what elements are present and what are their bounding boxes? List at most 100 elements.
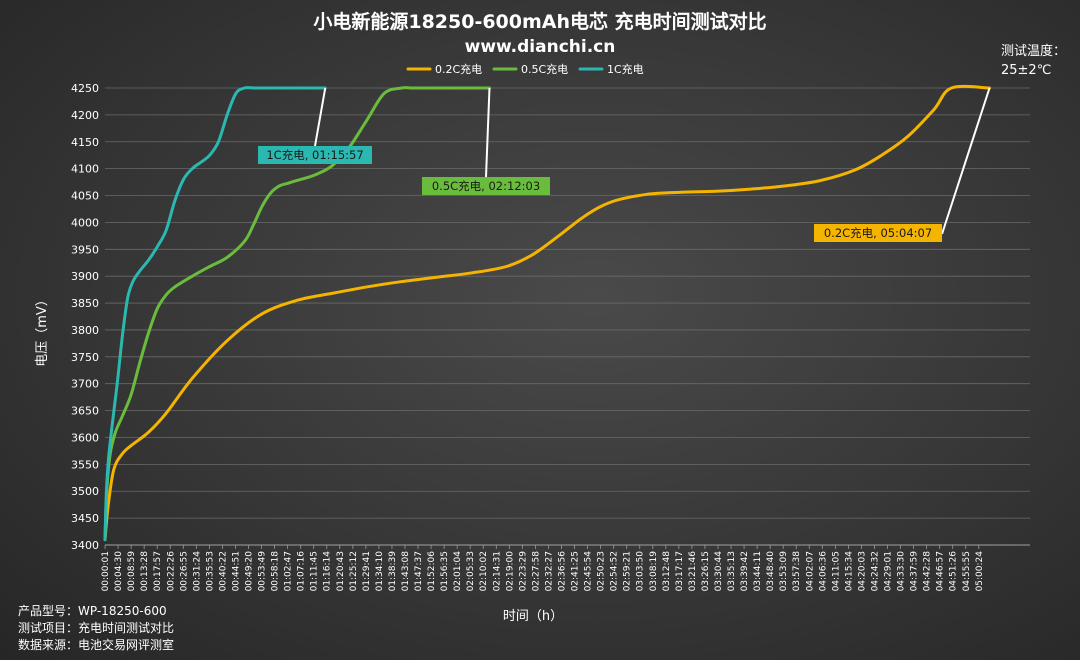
annotation-leader-line <box>485 87 491 178</box>
x-tick-label: 03:44:11 <box>753 551 763 591</box>
x-tick-label: 04:02:07 <box>805 551 815 591</box>
info-source-value: 电池交易网评测室 <box>78 638 175 652</box>
y-tick-label: 3700 <box>71 378 99 391</box>
x-tick-label: 02:45:54 <box>584 551 594 592</box>
series-lines <box>103 84 992 542</box>
info-item-value: 充电时间测试对比 <box>78 621 175 635</box>
x-tick-label: 01:16:14 <box>323 551 333 592</box>
info-source: 数据来源：电池交易网评测室 <box>18 636 174 653</box>
y-tick-label: 3450 <box>71 512 99 525</box>
y-tick-label: 4150 <box>71 136 99 149</box>
x-tick-label: 00:53:49 <box>258 551 268 592</box>
y-tick-label: 3750 <box>71 351 99 364</box>
x-tick-label: 03:57:38 <box>792 551 802 592</box>
temperature-note: 测试温度： 25±2℃ <box>1001 40 1066 78</box>
x-tick-label: 03:53:09 <box>779 551 789 592</box>
x-tick-label: 02:32:27 <box>544 551 554 591</box>
x-tick-label: 00:22:26 <box>166 551 176 592</box>
x-tick-label: 01:02:47 <box>284 551 294 591</box>
x-tick-label: 01:52:06 <box>427 551 437 592</box>
annotation-leader-line <box>941 87 991 235</box>
annotation-box <box>422 177 550 195</box>
legend-label: 0.5C充电 <box>521 62 568 76</box>
x-tick-label: 03:12:48 <box>662 551 672 592</box>
x-tick-label: 04:42:28 <box>923 551 933 592</box>
annotation-callout: 0.5C充电, 02:12:03 <box>422 87 550 195</box>
x-tick-label: 03:39:42 <box>740 551 750 591</box>
x-tick-label: 04:29:01 <box>884 551 894 591</box>
x-tick-label: 01:20:43 <box>336 551 346 591</box>
x-tick-label: 03:21:46 <box>688 551 698 592</box>
temperature-label: 测试温度： <box>1000 44 1066 59</box>
x-tick-label: 01:11:45 <box>310 551 320 591</box>
annotation-callout: 1C充电, 01:15:57 <box>258 87 372 164</box>
y-tick-label: 4100 <box>71 163 99 176</box>
x-tick-label: 00:13:28 <box>140 551 150 592</box>
x-tick-label: 03:08:19 <box>649 551 659 592</box>
x-axis-label: 时间（h） <box>503 609 563 624</box>
series-line <box>103 86 327 542</box>
x-tick-label: 01:25:12 <box>349 551 359 591</box>
x-tick-label: 01:38:39 <box>388 551 398 592</box>
series-line <box>103 84 992 542</box>
series-line <box>103 86 491 542</box>
x-tick-label: 04:37:59 <box>910 551 920 592</box>
x-tick-label: 03:17:17 <box>675 551 685 591</box>
x-tick-label: 00:04:30 <box>114 551 124 592</box>
x-tick-label: 02:23:29 <box>518 551 528 592</box>
x-tick-label: 03:26:15 <box>701 551 711 591</box>
legend-item: 0.5C充电 <box>492 62 568 76</box>
x-tick-label: 01:56:35 <box>440 551 450 591</box>
y-tick-label: 3850 <box>71 297 99 310</box>
x-tick-label: 04:46:57 <box>936 551 946 591</box>
x-tick-label: 00:35:53 <box>205 551 215 591</box>
info-model-label: 产品型号： <box>18 604 79 618</box>
y-tick-label: 4200 <box>71 109 99 122</box>
x-tick-label: 00:44:51 <box>231 551 241 591</box>
x-tick-label: 04:51:26 <box>949 551 959 592</box>
annotation-callout: 0.2C充电, 05:04:07 <box>814 87 991 242</box>
x-tick-label: 00:40:22 <box>218 551 228 591</box>
annotation-label: 0.5C充电, 02:12:03 <box>432 179 540 193</box>
x-tick-label: 01:07:16 <box>297 551 307 592</box>
info-item-label: 测试项目： <box>18 621 79 635</box>
legend: 0.2C充电 0.5C充电 1C充电 <box>406 62 644 76</box>
x-tick-labels: 00:00:01 00:04:30 00:08:59 00:13:28 00:17:57… <box>101 551 985 592</box>
axes <box>104 544 1030 549</box>
x-tick-label: 02:19:00 <box>505 551 515 592</box>
x-tick-label: 01:43:08 <box>401 551 411 592</box>
x-tick-label: 00:08:59 <box>127 551 137 592</box>
x-tick-label: 02:41:25 <box>571 551 581 591</box>
y-tick-labels: 3400 3450 3500 3550 3600 3650 3700 3750 3800 3850… <box>71 82 99 552</box>
y-tick-label: 3600 <box>71 431 99 444</box>
x-tick-label: 04:06:36 <box>818 551 828 592</box>
legend-label: 0.2C充电 <box>435 62 482 76</box>
x-tick-label: 02:27:58 <box>531 551 541 592</box>
x-tick-label: 02:01:04 <box>453 551 463 592</box>
x-tick-label: 04:55:55 <box>962 551 972 591</box>
x-tick-label: 05:00:24 <box>975 551 985 592</box>
x-tick-label: 03:48:40 <box>766 551 776 592</box>
legend-item: 1C充电 <box>578 62 644 76</box>
x-tick-label: 02:59:21 <box>623 551 633 591</box>
annotation-box <box>258 146 372 164</box>
x-tick-label: 00:49:20 <box>245 551 255 592</box>
annotations: 1C充电, 01:15:57 0.5C充电, 02:12:03 0.2C充电, 05… <box>258 87 991 242</box>
x-tick-label: 00:00:01 <box>101 551 111 591</box>
x-tick-label: 04:15:34 <box>844 551 854 592</box>
grid-lines <box>105 87 1030 546</box>
y-tick-label: 4050 <box>71 190 99 203</box>
temperature-value: 25±2℃ <box>1000 63 1052 78</box>
x-tick-label: 02:36:56 <box>557 551 567 592</box>
x-tick-label: 04:33:30 <box>897 551 907 592</box>
y-tick-label: 3800 <box>71 324 99 337</box>
x-tick-label: 02:10:02 <box>479 551 489 591</box>
info-item: 测试项目：充电时间测试对比 <box>18 619 174 636</box>
y-axis-label: 电压（mV） <box>35 293 50 367</box>
info-source-label: 数据来源： <box>18 638 79 652</box>
x-tick-label: 04:24:32 <box>870 551 880 591</box>
x-tick-label: 01:47:37 <box>414 551 424 591</box>
x-tick-label: 01:34:10 <box>375 551 385 592</box>
